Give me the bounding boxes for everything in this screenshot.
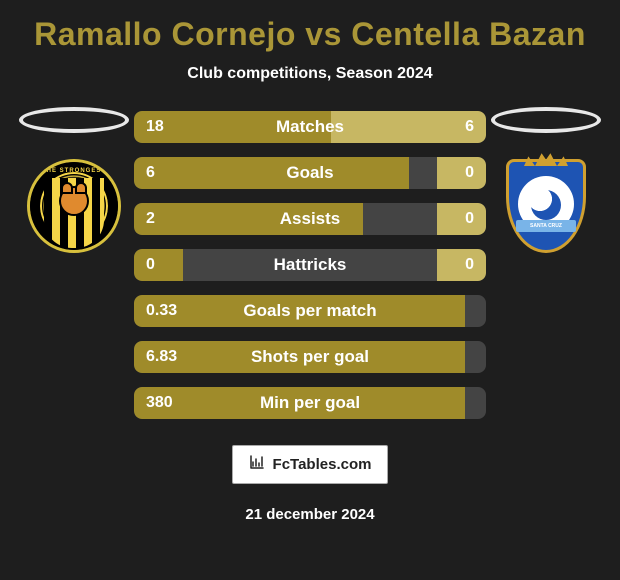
left-country-ellipse [19,107,129,133]
stat-label: Min per goal [260,393,360,413]
stat-right-value: 0 [465,164,474,182]
stat-left-value: 6 [146,164,155,182]
comparison-card: Ramallo Cornejo vs Centella Bazan Club c… [0,0,620,580]
bar-fill-right [437,157,486,189]
badge-ring-text: THE STRONGEST [42,168,106,174]
bar-fill-left [134,157,409,189]
stat-left-value: 380 [146,394,173,412]
main-row: THE STRONGEST 18 6 Matches 6 0 Goals 2 0 Assists… [0,107,620,419]
stat-row: 6.83 Shots per goal [134,341,486,373]
stat-right-value: 0 [465,210,474,228]
stat-left-value: 6.83 [146,348,177,366]
watermark-text: FcTables.com [273,456,372,473]
crown-icon [524,150,568,166]
right-side: SANTA CRUZ [486,107,606,253]
stat-label: Matches [276,117,344,137]
page-subtitle: Club competitions, Season 2024 [187,65,432,83]
right-badge-wrap: SANTA CRUZ [499,159,593,253]
stat-row: 380 Min per goal [134,387,486,419]
stat-row: 0.33 Goals per match [134,295,486,327]
ball-icon [531,190,561,220]
stat-right-value: 6 [465,118,474,136]
tiger-icon [59,186,89,216]
chart-icon [249,454,265,475]
stat-left-value: 0.33 [146,302,177,320]
stat-label: Goals per match [243,301,376,321]
page-title: Ramallo Cornejo vs Centella Bazan [34,16,586,53]
stats-bars: 18 6 Matches 6 0 Goals 2 0 Assists 0 0 Hattricks 0.3… [134,111,486,419]
stat-right-value: 0 [465,256,474,274]
stat-row: 6 0 Goals [134,157,486,189]
stat-label: Shots per goal [251,347,369,367]
stat-left-value: 2 [146,210,155,228]
left-club-badge: THE STRONGEST [27,159,121,253]
stat-row: 18 6 Matches [134,111,486,143]
stat-label: Goals [286,163,333,183]
stat-label: Assists [280,209,340,229]
left-side: THE STRONGEST [14,107,134,253]
badge-banner: SANTA CRUZ [516,220,576,232]
bar-fill-right [437,203,486,235]
stat-row: 2 0 Assists [134,203,486,235]
right-club-badge: SANTA CRUZ [506,159,586,253]
watermark[interactable]: FcTables.com [232,445,389,484]
stat-label: Hattricks [274,255,347,275]
bar-fill-right [437,249,486,281]
date-text: 21 december 2024 [245,506,374,523]
stat-left-value: 18 [146,118,164,136]
bar-fill-right [331,111,486,143]
stat-row: 0 0 Hattricks [134,249,486,281]
stat-left-value: 0 [146,256,155,274]
right-country-ellipse [491,107,601,133]
bar-fill-left [134,249,183,281]
